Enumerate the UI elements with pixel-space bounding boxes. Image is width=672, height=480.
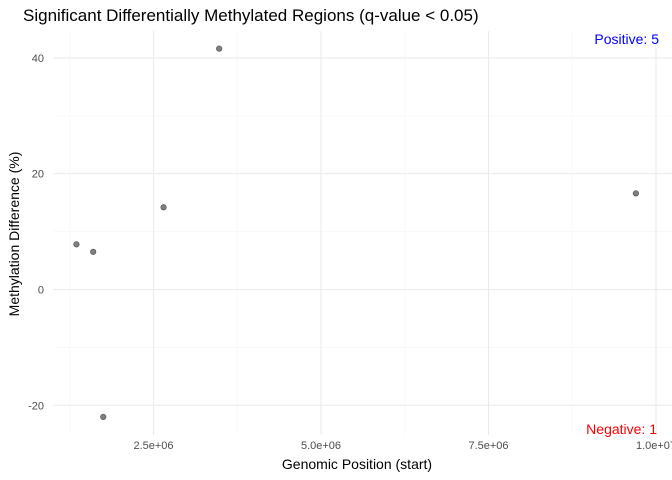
x-tick-label: 2.5e+06 xyxy=(133,440,173,452)
data-point xyxy=(73,241,80,248)
data-point xyxy=(160,204,167,211)
x-tick-label: 7.5e+06 xyxy=(468,440,508,452)
y-tick-label: 20 xyxy=(32,169,44,181)
negative-count-annotation: Negative: 1 xyxy=(586,421,657,437)
x-tick-labels: 2.5e+06 5.0e+06 7.5e+06 1.0e+07 xyxy=(133,440,672,452)
chart-title: Significant Differentially Methylated Re… xyxy=(23,6,479,25)
y-tick-label: 0 xyxy=(38,285,44,297)
x-axis-title: Genomic Position (start) xyxy=(282,456,432,472)
data-points xyxy=(73,45,640,420)
x-tick-label: 5.0e+06 xyxy=(301,440,341,452)
y-axis-title: Methylation Difference (%) xyxy=(6,152,22,317)
positive-count-annotation: Positive: 5 xyxy=(594,31,659,47)
x-tick-label: 1.0e+07 xyxy=(636,440,672,452)
y-tick-labels: -20 0 20 40 xyxy=(28,53,44,412)
y-tick-label: 40 xyxy=(32,53,44,65)
data-point xyxy=(216,45,223,52)
grid-lines xyxy=(53,31,672,435)
data-point xyxy=(632,190,640,197)
data-point xyxy=(100,413,107,420)
data-point xyxy=(90,248,97,255)
y-tick-label: -20 xyxy=(28,400,44,412)
